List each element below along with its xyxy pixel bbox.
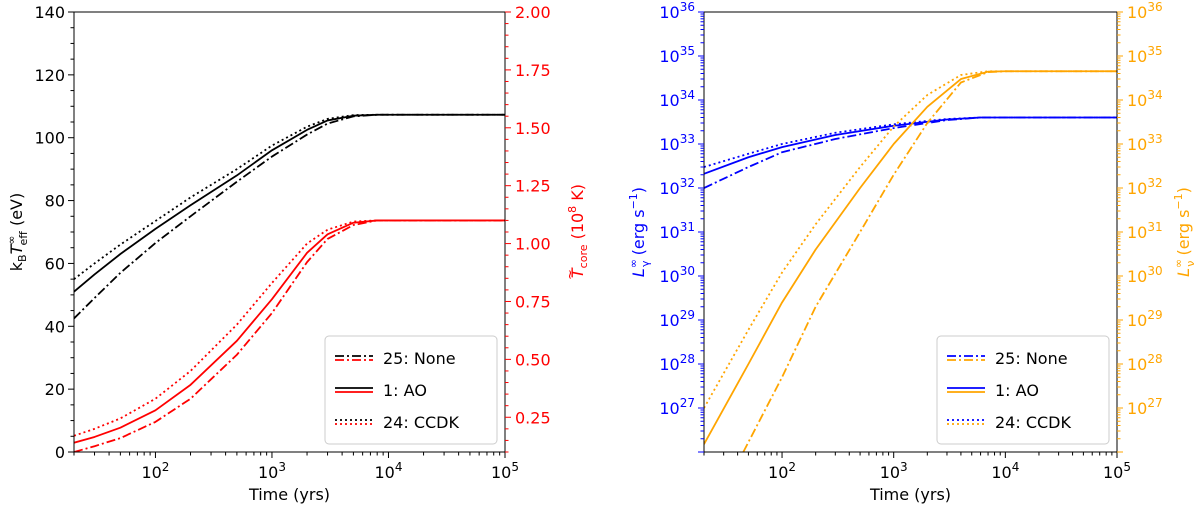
y-right-tick-label: 0.25: [515, 408, 551, 427]
legend-label: 24: CCDK: [995, 413, 1072, 432]
y-right-tick-label: 1.25: [515, 177, 551, 196]
x-tick-label: 104: [991, 460, 1019, 482]
y-left-tick-label: 1035: [659, 44, 695, 66]
legend-label: 1: AO: [383, 381, 427, 400]
series-line-left-dotted: [74, 113, 505, 280]
x-tick-label: 102: [768, 460, 796, 482]
y-left-tick-label: 100: [34, 129, 65, 148]
y-right-tick-label: 1.50: [515, 119, 551, 138]
y-left-tick-label: 1034: [659, 88, 695, 110]
legend-box: [324, 335, 498, 445]
y-left-tick-label: 40: [45, 317, 65, 336]
legend-label: 1: AO: [995, 381, 1039, 400]
x-tick-label: 102: [141, 460, 169, 482]
series-line-left-solid: [74, 113, 505, 293]
y-right-tick-label: 0.75: [515, 292, 551, 311]
y-left-tick-label: 1029: [659, 308, 695, 330]
y-right-tick-label: 1036: [1127, 0, 1163, 22]
x-tick-label: 105: [491, 460, 519, 482]
y-left-tick-label: 1036: [659, 0, 695, 22]
y-left-tick-label: 140: [34, 3, 65, 22]
y-left-tick-label: 1032: [659, 176, 695, 198]
y-left-tick-label: 80: [45, 192, 65, 211]
series-line-right-solid: [74, 219, 505, 444]
y-left-tick-label: 120: [34, 66, 65, 85]
y-right-tick-label: 1028: [1127, 352, 1163, 374]
legend: 25: None 1: AO 24: CCDK: [324, 335, 498, 445]
y-left-axis-label: L∞γ (erg s−1): [627, 187, 652, 277]
panel-luminosity: 102 103 104 105 Time (yrs) 1027 1028 1029 1030 10…: [627, 0, 1197, 504]
y-left-tick-label: 1028: [659, 352, 695, 374]
x-axis-label: Time (yrs): [869, 485, 951, 504]
y-left-tick-label: 20: [45, 380, 65, 399]
legend-label: 25: None: [383, 349, 456, 368]
y-right-tick-label: 1035: [1127, 44, 1163, 66]
series-line-right-solid: [704, 70, 1117, 445]
y-left-tick-label: 1027: [659, 396, 695, 418]
legend-label: 24: CCDK: [383, 413, 460, 432]
x-tick-label: 103: [880, 460, 908, 482]
y-right-tick-label: 1032: [1127, 176, 1163, 198]
y-right-tick-label: 1029: [1127, 308, 1163, 330]
x-tick-label: 103: [258, 460, 286, 482]
y-right-tick-label: 2.00: [515, 3, 551, 22]
series-line-left-dashdot: [704, 116, 1117, 189]
y-left-tick-label: 1030: [659, 264, 695, 286]
y-right-tick-label: 1033: [1127, 132, 1163, 154]
y-left-tick-label: 1033: [659, 132, 695, 154]
legend: 25: None 1: AO 24: CCDK: [936, 335, 1110, 445]
series-line-left-dashdot: [74, 113, 505, 320]
x-tick-label: 104: [374, 460, 402, 482]
y-right-tick-label: 1031: [1127, 220, 1163, 242]
y-right-tick-label: 1027: [1127, 396, 1163, 418]
plot-area: [704, 70, 1117, 452]
y-right-tick-label: 1.00: [515, 235, 551, 254]
y-left-tick-label: 60: [45, 254, 65, 273]
y-right-tick-label: 1.75: [515, 61, 551, 80]
y-right-axis-label: ~Tcore (108 K): [563, 184, 590, 280]
series-line-right-dotted: [704, 70, 1117, 409]
plot-area: [74, 113, 505, 452]
legend-label: 25: None: [995, 349, 1068, 368]
x-tick-label: 105: [1103, 460, 1131, 482]
y-left-tick-label: 1031: [659, 220, 695, 242]
panel-temperature: 102 103 104 105 Time (yrs) 0 20 40 60 80 100 120 140…: [5, 3, 590, 504]
y-right-tick-label: 0.50: [515, 350, 551, 369]
y-right-tick-label: 1030: [1127, 264, 1163, 286]
y-left-axis-label: kBT∞eff (eV): [5, 193, 30, 271]
legend-box: [936, 335, 1110, 445]
y-left-tick-label: 0: [55, 443, 65, 462]
x-axis-label: Time (yrs): [248, 485, 330, 504]
y-right-axis-label: L∞ν (erg s−1): [1172, 187, 1197, 277]
y-right-tick-label: 1034: [1127, 88, 1163, 110]
